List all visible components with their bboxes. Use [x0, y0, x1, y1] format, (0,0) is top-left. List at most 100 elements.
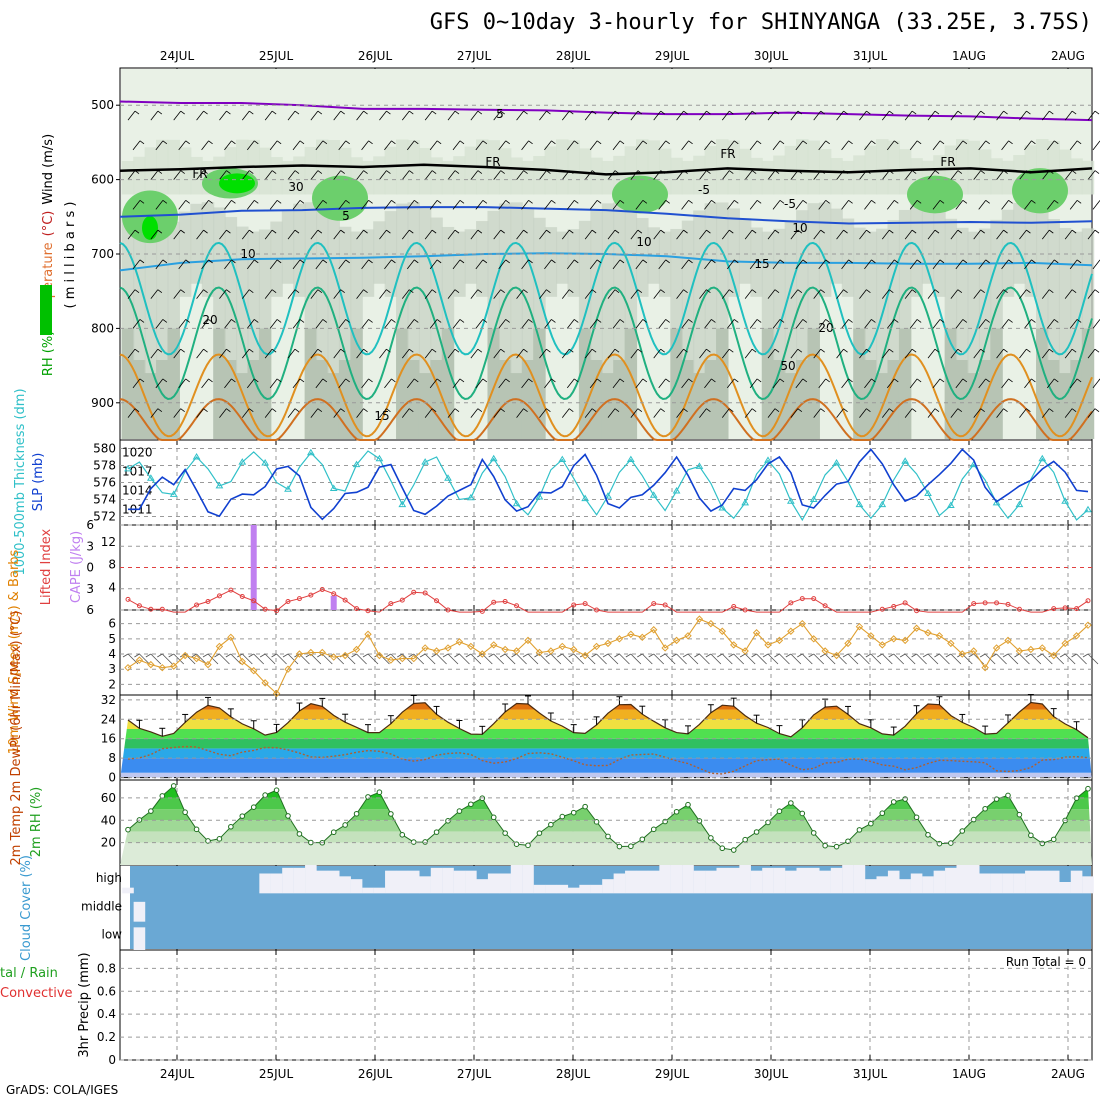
x-label-top: 30JUL — [754, 49, 789, 63]
rh-point — [1086, 786, 1091, 791]
cloud-bar-high — [271, 874, 283, 894]
rh-band — [213, 207, 225, 328]
contour-label: 15 — [754, 257, 769, 271]
cloud-bar-high — [431, 868, 443, 894]
rh-band — [453, 232, 465, 297]
rh-band — [853, 328, 865, 439]
cloud-bar-high — [522, 865, 534, 893]
ylabel-temp: 2m Temp 2m DewPt (6hr Min/Max) (°C) — [9, 611, 24, 866]
y-tick-label: 500 — [91, 98, 114, 112]
rh-band — [693, 210, 705, 373]
y-tick-label: 6 — [86, 518, 94, 532]
cloud-bar-high — [534, 885, 546, 894]
ylabel-part: RH (%) — [41, 331, 56, 376]
ylabel-cloud: Cloud Cover (%) — [19, 855, 34, 961]
rh-point — [571, 810, 576, 815]
lifted-index-point — [126, 597, 130, 601]
rh-band — [590, 158, 602, 195]
y-tick-label: 6 — [86, 603, 94, 617]
rh-moist-patch — [1012, 168, 1068, 213]
x-label-bottom: 29JUL — [655, 1067, 690, 1081]
rh-point — [389, 812, 394, 817]
rh-band — [305, 328, 317, 439]
cloud-bar-high — [854, 865, 866, 893]
rh-point — [766, 820, 771, 825]
cloud-bar-high — [1059, 882, 1071, 893]
rh-band — [956, 228, 968, 360]
rh-band — [670, 158, 682, 195]
rh-point — [731, 848, 736, 853]
cloud-bar-high — [465, 871, 477, 894]
cloud-bar-high — [602, 879, 614, 893]
wind-barb-10m — [557, 654, 562, 657]
lifted-index-line — [128, 590, 1088, 613]
wind-barb-10m — [660, 654, 665, 657]
rh-band — [373, 221, 385, 283]
contour-label: 5 — [496, 107, 504, 121]
rh-band — [350, 328, 362, 439]
rh-band — [853, 155, 865, 194]
x-label-top: 26JUL — [358, 49, 393, 63]
cloud-bar-high — [922, 876, 934, 893]
temp-band — [120, 773, 1092, 778]
meteogram: 24JUL24JUL25JUL25JUL26JUL26JUL27JUL27JUL… — [0, 0, 1100, 1100]
rh-band — [499, 148, 511, 194]
cloud-bar-high — [819, 871, 831, 894]
ylabel-thickness: 1000-500mb Thickness (dm) — [13, 388, 28, 575]
x-label-top: 29JUL — [655, 49, 690, 63]
cloud-bar-high — [408, 871, 420, 894]
rh-band — [990, 158, 1002, 194]
rh-band — [945, 219, 957, 329]
x-label-top: 28JUL — [556, 49, 591, 63]
rh-point — [629, 844, 634, 849]
rh-band — [327, 217, 339, 373]
rh-band — [967, 232, 979, 373]
rh-band — [487, 211, 499, 329]
cloud-bar-high — [945, 868, 957, 894]
rh-point — [857, 828, 862, 833]
rh-point — [777, 809, 782, 814]
cloud-bar-high — [259, 874, 271, 894]
cloud-bar-high — [1036, 871, 1048, 894]
rh-band — [807, 141, 819, 195]
rh-point — [217, 837, 222, 842]
rh-point — [286, 814, 291, 819]
rh-point — [240, 814, 245, 819]
rh-band — [739, 149, 751, 195]
cloud-bar-high — [671, 865, 683, 893]
rh-band — [120, 798, 1092, 809]
rh-band — [407, 202, 419, 360]
rh-band — [1070, 158, 1082, 194]
cloud-bar-high — [648, 871, 660, 894]
cloud-bar-high — [442, 868, 454, 894]
cloud-bar-high — [339, 876, 351, 893]
thickness-point — [1085, 507, 1091, 512]
wind-barb-10m — [717, 654, 722, 657]
y-tick-label: 3 — [86, 539, 94, 553]
y-tick-label: 0 — [108, 771, 116, 785]
rh-band — [876, 139, 888, 194]
cloud-bar-high — [831, 868, 843, 894]
rh-point — [811, 831, 816, 836]
rh-band — [590, 360, 602, 439]
cloud-bar-high — [716, 868, 728, 894]
rh-band — [830, 209, 842, 284]
rh-point — [366, 795, 371, 800]
cloud-level-label: middle — [81, 899, 122, 913]
y-tick-label: 20 — [101, 836, 116, 850]
y-axis-label-precip: 3hr Precip (mm) — [77, 952, 92, 1057]
y-tick-label: 0.4 — [97, 1007, 116, 1021]
rh-point — [400, 833, 405, 838]
rh-point — [446, 819, 451, 824]
cloud-bar-high — [705, 871, 717, 894]
rh-legend-swatch — [40, 285, 52, 335]
contour-label: 10 — [636, 235, 651, 249]
wind-barb — [1095, 111, 1099, 114]
x-label-bottom: 28JUL — [556, 1067, 591, 1081]
wind-barb-10m — [820, 654, 825, 657]
panel-frame-pr — [120, 950, 1092, 1060]
cloud-bar-high — [305, 865, 317, 893]
wind-barb-10m — [157, 654, 162, 657]
rh-point — [263, 793, 268, 798]
rh-band — [762, 161, 774, 195]
